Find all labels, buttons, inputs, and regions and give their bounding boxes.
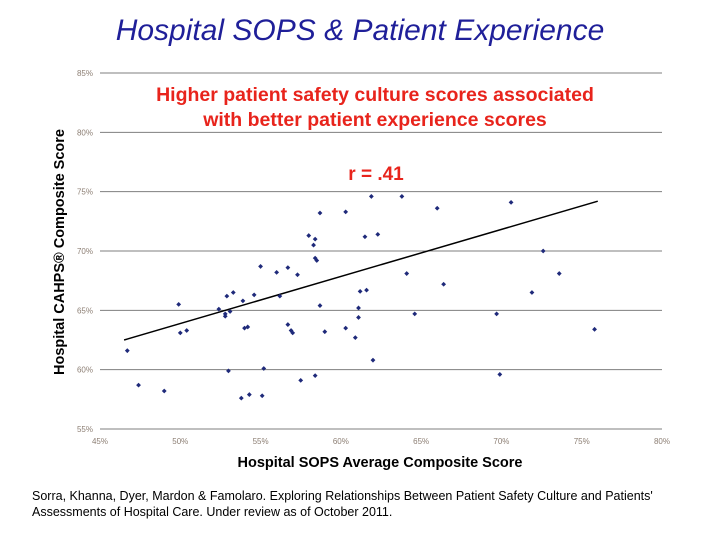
data-point	[224, 293, 230, 299]
data-point	[184, 328, 190, 333]
data-point	[412, 311, 418, 317]
y-tick-label: 65%	[77, 306, 93, 315]
data-point	[540, 248, 546, 254]
data-point	[258, 264, 263, 269]
data-point	[529, 290, 535, 295]
chart-headline-line1: Higher patient safety culture scores ass…	[156, 84, 594, 106]
x-tick-label: 60%	[333, 437, 349, 446]
data-points	[124, 194, 597, 401]
data-point	[312, 236, 318, 242]
data-point	[246, 392, 252, 397]
y-axis-ticks: 55% 60% 65% 70% 75% 80% 85%	[77, 69, 93, 434]
data-point	[311, 242, 316, 248]
x-tick-label: 45%	[92, 437, 108, 446]
data-point	[556, 271, 562, 276]
data-point	[176, 302, 182, 307]
data-point	[298, 377, 304, 383]
data-point	[375, 231, 381, 237]
data-point	[177, 330, 183, 336]
data-point	[399, 194, 405, 199]
data-point	[240, 298, 246, 304]
x-tick-label: 50%	[172, 437, 188, 446]
data-point	[136, 382, 141, 388]
data-point	[290, 330, 296, 336]
x-tick-label: 75%	[574, 437, 590, 446]
data-point	[317, 210, 323, 216]
data-point	[226, 368, 231, 374]
data-point	[322, 329, 328, 335]
data-point	[362, 234, 368, 240]
data-point	[312, 255, 318, 261]
x-axis-ticks: 45% 50% 55% 60% 65% 70% 75% 80%	[92, 437, 670, 446]
x-tick-label: 55%	[253, 437, 269, 446]
gridlines	[100, 72, 662, 430]
x-tick-label: 70%	[493, 437, 509, 446]
citation-line-1: Sorra, Khanna, Dyer, Mardon & Famolaro. …	[32, 489, 653, 503]
data-point	[274, 269, 280, 275]
data-point	[238, 395, 244, 401]
data-point	[161, 388, 167, 394]
correlation-label: r = .41	[348, 164, 404, 185]
data-point	[277, 293, 283, 299]
citation-line-2: Assessments of Hospital Care. Under revi…	[32, 505, 393, 519]
data-point	[370, 357, 376, 363]
citation: Sorra, Khanna, Dyer, Mardon & Famolaro. …	[32, 488, 702, 520]
data-point	[317, 303, 323, 308]
data-point	[356, 315, 361, 320]
y-tick-label: 70%	[77, 247, 93, 256]
data-point	[261, 366, 267, 371]
data-point	[306, 233, 312, 238]
data-point	[227, 309, 233, 314]
data-point	[352, 335, 358, 341]
data-point	[494, 311, 500, 317]
y-tick-label: 85%	[77, 69, 93, 78]
data-point	[441, 281, 447, 287]
data-point	[222, 313, 228, 319]
slide-title: Hospital SOPS & Patient Experience	[115, 14, 605, 47]
data-point	[343, 325, 349, 331]
data-point	[356, 305, 361, 311]
data-point	[285, 322, 291, 327]
data-point	[251, 292, 257, 298]
data-point	[368, 194, 374, 199]
data-point	[314, 258, 320, 263]
data-point	[343, 209, 349, 215]
data-point	[434, 205, 440, 211]
data-point	[404, 271, 410, 276]
data-point	[592, 326, 597, 332]
data-point	[230, 290, 236, 295]
data-point	[357, 288, 363, 294]
y-tick-label: 55%	[77, 425, 93, 434]
chart-headline-line2: with better patient experience scores	[202, 109, 547, 131]
x-tick-label: 80%	[654, 437, 670, 446]
data-point	[364, 287, 369, 293]
y-axis-label: Hospital CAHPS® Composite Score	[52, 129, 68, 375]
data-point	[124, 348, 130, 354]
data-point	[245, 324, 251, 330]
data-point	[259, 393, 265, 399]
data-point	[497, 372, 503, 377]
y-tick-label: 60%	[77, 366, 93, 375]
data-point	[295, 272, 300, 278]
data-point	[216, 306, 222, 312]
y-tick-label: 80%	[77, 128, 93, 137]
data-point	[285, 265, 291, 271]
data-point	[312, 373, 318, 378]
y-tick-label: 75%	[77, 188, 93, 197]
x-axis-label: Hospital SOPS Average Composite Score	[238, 455, 523, 471]
data-point	[508, 199, 514, 205]
scatter-chart: 55% 60% 65% 70% 75% 80% 85% 45% 50% 55% 60% 65% 70%…	[52, 69, 670, 471]
trendline	[123, 200, 598, 341]
x-tick-label: 65%	[413, 437, 429, 446]
